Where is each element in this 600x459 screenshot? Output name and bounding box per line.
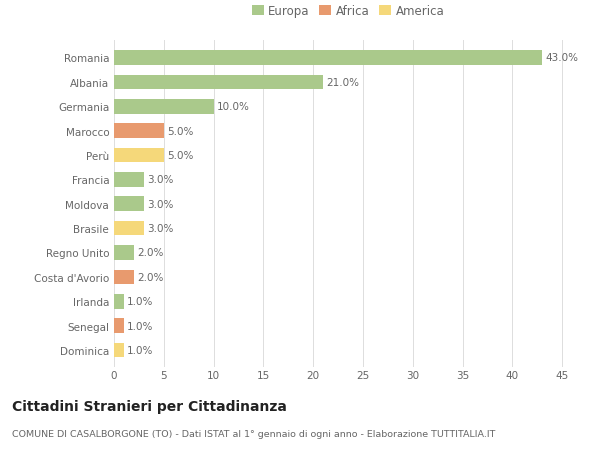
Text: 3.0%: 3.0% — [147, 175, 173, 185]
Text: Cittadini Stranieri per Cittadinanza: Cittadini Stranieri per Cittadinanza — [12, 399, 287, 413]
Bar — [114, 124, 164, 139]
Bar — [114, 246, 134, 260]
Bar — [114, 221, 144, 236]
Text: 3.0%: 3.0% — [147, 199, 173, 209]
Bar — [114, 75, 323, 90]
Text: 21.0%: 21.0% — [326, 78, 359, 88]
Text: 1.0%: 1.0% — [127, 321, 154, 331]
Text: COMUNE DI CASALBORGONE (TO) - Dati ISTAT al 1° gennaio di ogni anno - Elaborazio: COMUNE DI CASALBORGONE (TO) - Dati ISTAT… — [12, 429, 496, 438]
Text: 10.0%: 10.0% — [217, 102, 250, 112]
Legend: Europa, Africa, America: Europa, Africa, America — [252, 5, 444, 18]
Text: 2.0%: 2.0% — [137, 248, 163, 258]
Bar — [114, 294, 124, 309]
Bar — [114, 173, 144, 187]
Text: 2.0%: 2.0% — [137, 272, 163, 282]
Bar — [114, 100, 214, 114]
Bar — [114, 148, 164, 163]
Bar — [114, 343, 124, 358]
Text: 1.0%: 1.0% — [127, 297, 154, 307]
Text: 3.0%: 3.0% — [147, 224, 173, 234]
Bar — [114, 51, 542, 66]
Text: 1.0%: 1.0% — [127, 345, 154, 355]
Text: 5.0%: 5.0% — [167, 126, 193, 136]
Text: 43.0%: 43.0% — [545, 53, 578, 63]
Bar — [114, 197, 144, 212]
Text: 5.0%: 5.0% — [167, 151, 193, 161]
Bar — [114, 270, 134, 285]
Bar — [114, 319, 124, 333]
